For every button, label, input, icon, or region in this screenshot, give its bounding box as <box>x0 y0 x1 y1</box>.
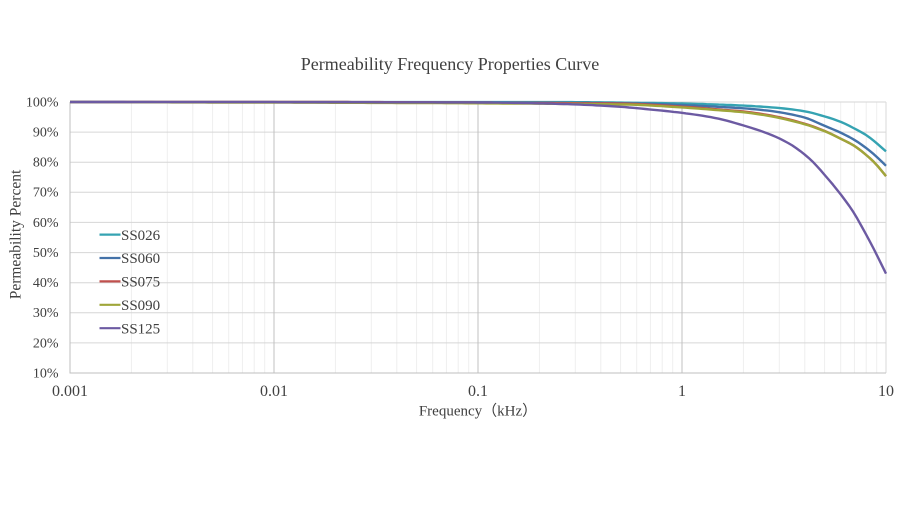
svg-text:80%: 80% <box>33 156 59 171</box>
svg-text:30%: 30% <box>33 306 59 321</box>
svg-text:Permeability Percent: Permeability Percent <box>8 169 25 299</box>
svg-text:70%: 70% <box>33 186 59 201</box>
svg-text:1: 1 <box>678 383 686 400</box>
svg-text:SS060: SS060 <box>121 251 160 267</box>
svg-text:0.001: 0.001 <box>52 383 88 400</box>
svg-text:10%: 10% <box>33 366 59 381</box>
svg-text:0.01: 0.01 <box>260 383 288 400</box>
svg-text:40%: 40% <box>33 276 59 291</box>
svg-text:100%: 100% <box>26 95 59 110</box>
svg-text:90%: 90% <box>33 126 59 141</box>
svg-text:50%: 50% <box>33 246 59 261</box>
svg-text:0.1: 0.1 <box>468 383 488 400</box>
svg-text:10: 10 <box>878 383 894 400</box>
svg-text:SS075: SS075 <box>121 275 160 291</box>
svg-text:SS026: SS026 <box>121 228 161 244</box>
svg-text:SS090: SS090 <box>121 298 160 314</box>
svg-text:SS125: SS125 <box>121 321 160 337</box>
svg-text:Frequency（kHz）: Frequency（kHz） <box>419 403 537 420</box>
svg-text:60%: 60% <box>33 216 59 231</box>
svg-text:20%: 20% <box>33 336 59 351</box>
svg-text:Permeability Frequency Propert: Permeability Frequency Properties Curve <box>301 54 599 74</box>
